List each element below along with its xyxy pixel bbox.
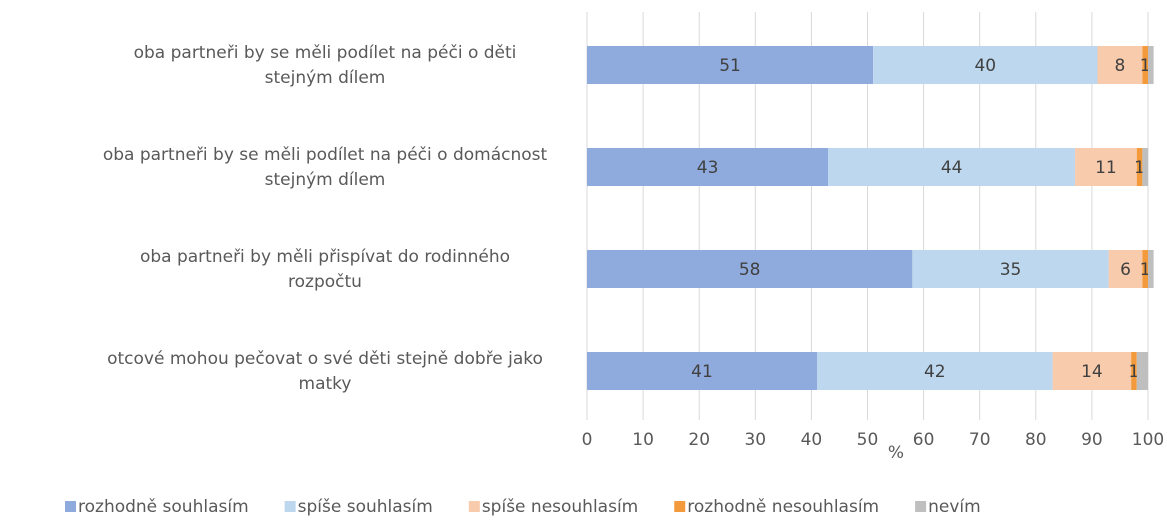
- data-label: 1: [1140, 260, 1151, 280]
- bar-segment: [1052, 352, 1132, 390]
- x-tick-label: 10: [632, 430, 654, 450]
- bar-segment: [817, 352, 1053, 390]
- data-label: 58: [739, 260, 761, 280]
- bar-segment: [587, 148, 829, 186]
- data-label: 40: [974, 56, 996, 76]
- x-tick-label: 20: [688, 430, 710, 450]
- x-tick-label: 30: [744, 430, 766, 450]
- legend-label: spíše nesouhlasím: [482, 497, 638, 517]
- data-label: 11: [1095, 158, 1117, 178]
- legend-swatch: [468, 501, 480, 512]
- legend-swatch: [915, 501, 927, 512]
- bar-segment: [1075, 148, 1137, 186]
- x-tick-label: 60: [913, 430, 935, 450]
- bar-segment: [1131, 352, 1137, 390]
- data-label: 6: [1120, 260, 1131, 280]
- data-label: 8: [1115, 56, 1126, 76]
- legend-label: rozhodně nesouhlasím: [687, 497, 879, 517]
- category-label: matky: [299, 374, 352, 394]
- category-label: stejným dílem: [265, 170, 386, 190]
- bar-segment: [587, 46, 874, 84]
- data-label: 35: [1000, 260, 1022, 280]
- bar-segment: [1097, 46, 1143, 84]
- x-axis-label: %: [888, 443, 904, 463]
- x-tick-label: 100: [1132, 430, 1164, 450]
- bar-segment: [1108, 250, 1143, 288]
- bar-segment: [1142, 250, 1148, 288]
- bar-segment: [1148, 250, 1154, 288]
- bar-segment: [587, 250, 913, 288]
- legend-swatch: [284, 501, 296, 512]
- legend-label: spíše souhlasím: [298, 497, 433, 517]
- legend-label: rozhodně souhlasím: [78, 497, 249, 517]
- data-label: 1: [1134, 158, 1145, 178]
- legend-swatch: [65, 501, 76, 512]
- category-label: oba partneři by se měli podílet na péči …: [134, 43, 517, 63]
- legend-swatch: [674, 501, 686, 512]
- x-tick-label: 0: [582, 430, 593, 450]
- category-label: rozpočtu: [288, 272, 362, 292]
- bar-segment: [1136, 148, 1143, 186]
- bar-segment: [912, 250, 1109, 288]
- data-label: 43: [697, 158, 719, 178]
- data-label: 51: [719, 56, 741, 76]
- bar-segment: [1142, 148, 1148, 186]
- bar-segment: [1136, 352, 1148, 390]
- legend-label: nevím: [928, 497, 981, 517]
- data-label: 1: [1140, 56, 1151, 76]
- category-label: otcové mohou pečovat o své děti stejně d…: [107, 349, 543, 369]
- bar-segment: [587, 352, 818, 390]
- data-label: 44: [941, 158, 963, 178]
- x-tick-label: 90: [1081, 430, 1103, 450]
- category-label: oba partneři by měli přispívat do rodinn…: [140, 247, 510, 267]
- data-label: 1: [1129, 362, 1140, 382]
- data-label: 42: [924, 362, 946, 382]
- x-tick-label: 50: [857, 430, 879, 450]
- data-label: 41: [691, 362, 713, 382]
- x-tick-label: 80: [1025, 430, 1047, 450]
- category-label: oba partneři by se měli podílet na péči …: [103, 145, 548, 165]
- data-label: 14: [1081, 362, 1103, 382]
- x-tick-label: 70: [969, 430, 991, 450]
- category-label: stejným dílem: [265, 68, 386, 88]
- bar-segment: [873, 46, 1098, 84]
- bar-segment: [1142, 46, 1148, 84]
- x-tick-label: 40: [801, 430, 823, 450]
- bar-segment: [1148, 46, 1154, 84]
- bar-segment: [828, 148, 1076, 186]
